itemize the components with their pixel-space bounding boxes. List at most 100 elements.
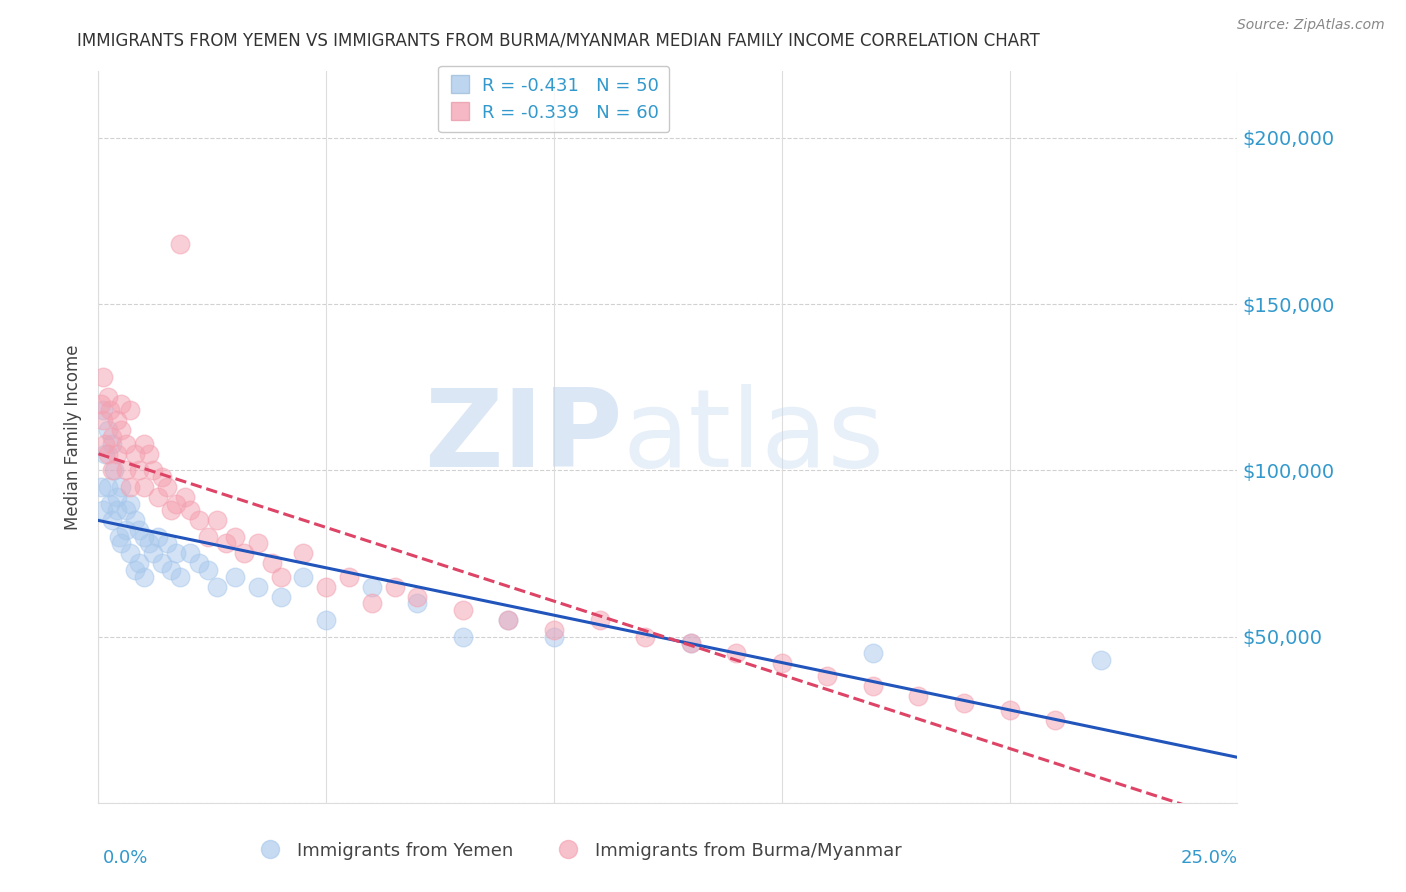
- Point: [138, 536, 160, 550]
- Point: [105, 413, 128, 427]
- Point: [215, 536, 238, 550]
- Point: [451, 603, 474, 617]
- Point: [94, 447, 117, 461]
- Point: [91, 370, 114, 384]
- Point: [588, 613, 610, 627]
- Point: [138, 447, 160, 461]
- Point: [103, 463, 125, 477]
- Point: [337, 570, 360, 584]
- Point: [315, 613, 337, 627]
- Point: [174, 490, 197, 504]
- Point: [679, 636, 702, 650]
- Point: [128, 463, 150, 477]
- Point: [360, 596, 382, 610]
- Point: [679, 636, 702, 650]
- Point: [150, 557, 173, 571]
- Point: [90, 397, 112, 411]
- Point: [96, 447, 118, 461]
- Point: [233, 546, 256, 560]
- Point: [120, 497, 142, 511]
- Point: [451, 630, 474, 644]
- Point: [205, 513, 228, 527]
- Point: [725, 646, 748, 660]
- Point: [498, 613, 520, 627]
- Y-axis label: Median Family Income: Median Family Income: [65, 344, 83, 530]
- Point: [187, 557, 209, 571]
- Point: [98, 497, 121, 511]
- Point: [96, 390, 118, 404]
- Point: [124, 513, 146, 527]
- Text: IMMIGRANTS FROM YEMEN VS IMMIGRANTS FROM BURMA/MYANMAR MEDIAN FAMILY INCOME CORR: IMMIGRANTS FROM YEMEN VS IMMIGRANTS FROM…: [77, 31, 1040, 49]
- Point: [101, 513, 124, 527]
- Point: [907, 690, 929, 704]
- Point: [132, 480, 155, 494]
- Point: [224, 570, 246, 584]
- Point: [114, 463, 136, 477]
- Point: [169, 237, 191, 252]
- Point: [498, 613, 520, 627]
- Point: [543, 630, 565, 644]
- Point: [96, 480, 118, 494]
- Point: [110, 424, 132, 438]
- Point: [292, 570, 315, 584]
- Point: [165, 546, 187, 560]
- Point: [114, 523, 136, 537]
- Point: [862, 680, 884, 694]
- Point: [101, 436, 124, 450]
- Text: atlas: atlas: [623, 384, 884, 490]
- Point: [132, 530, 155, 544]
- Point: [142, 546, 165, 560]
- Text: ZIP: ZIP: [423, 384, 623, 490]
- Point: [128, 557, 150, 571]
- Point: [124, 563, 146, 577]
- Point: [90, 480, 112, 494]
- Point: [132, 570, 155, 584]
- Point: [120, 480, 142, 494]
- Point: [384, 580, 406, 594]
- Point: [998, 703, 1021, 717]
- Point: [108, 530, 131, 544]
- Point: [98, 403, 121, 417]
- Point: [120, 546, 142, 560]
- Point: [91, 403, 114, 417]
- Point: [197, 563, 219, 577]
- Point: [270, 570, 292, 584]
- Text: 25.0%: 25.0%: [1180, 849, 1237, 867]
- Point: [1090, 653, 1112, 667]
- Point: [156, 536, 179, 550]
- Point: [179, 503, 201, 517]
- Point: [165, 497, 187, 511]
- Point: [315, 580, 337, 594]
- Point: [292, 546, 315, 560]
- Point: [205, 580, 228, 594]
- Point: [105, 503, 128, 517]
- Point: [543, 623, 565, 637]
- Point: [91, 503, 114, 517]
- Point: [224, 530, 246, 544]
- Point: [156, 480, 179, 494]
- Point: [142, 463, 165, 477]
- Point: [105, 490, 128, 504]
- Point: [146, 530, 169, 544]
- Point: [953, 696, 976, 710]
- Point: [1043, 713, 1066, 727]
- Point: [94, 436, 117, 450]
- Point: [260, 557, 283, 571]
- Text: 0.0%: 0.0%: [103, 849, 149, 867]
- Point: [862, 646, 884, 660]
- Point: [96, 424, 118, 438]
- Point: [246, 536, 269, 550]
- Point: [146, 490, 169, 504]
- Point: [187, 513, 209, 527]
- Point: [815, 669, 838, 683]
- Point: [169, 570, 191, 584]
- Point: [406, 590, 429, 604]
- Text: Source: ZipAtlas.com: Source: ZipAtlas.com: [1237, 18, 1385, 32]
- Point: [132, 436, 155, 450]
- Point: [110, 397, 132, 411]
- Point: [110, 480, 132, 494]
- Point: [160, 503, 183, 517]
- Point: [110, 536, 132, 550]
- Point: [101, 463, 124, 477]
- Point: [114, 503, 136, 517]
